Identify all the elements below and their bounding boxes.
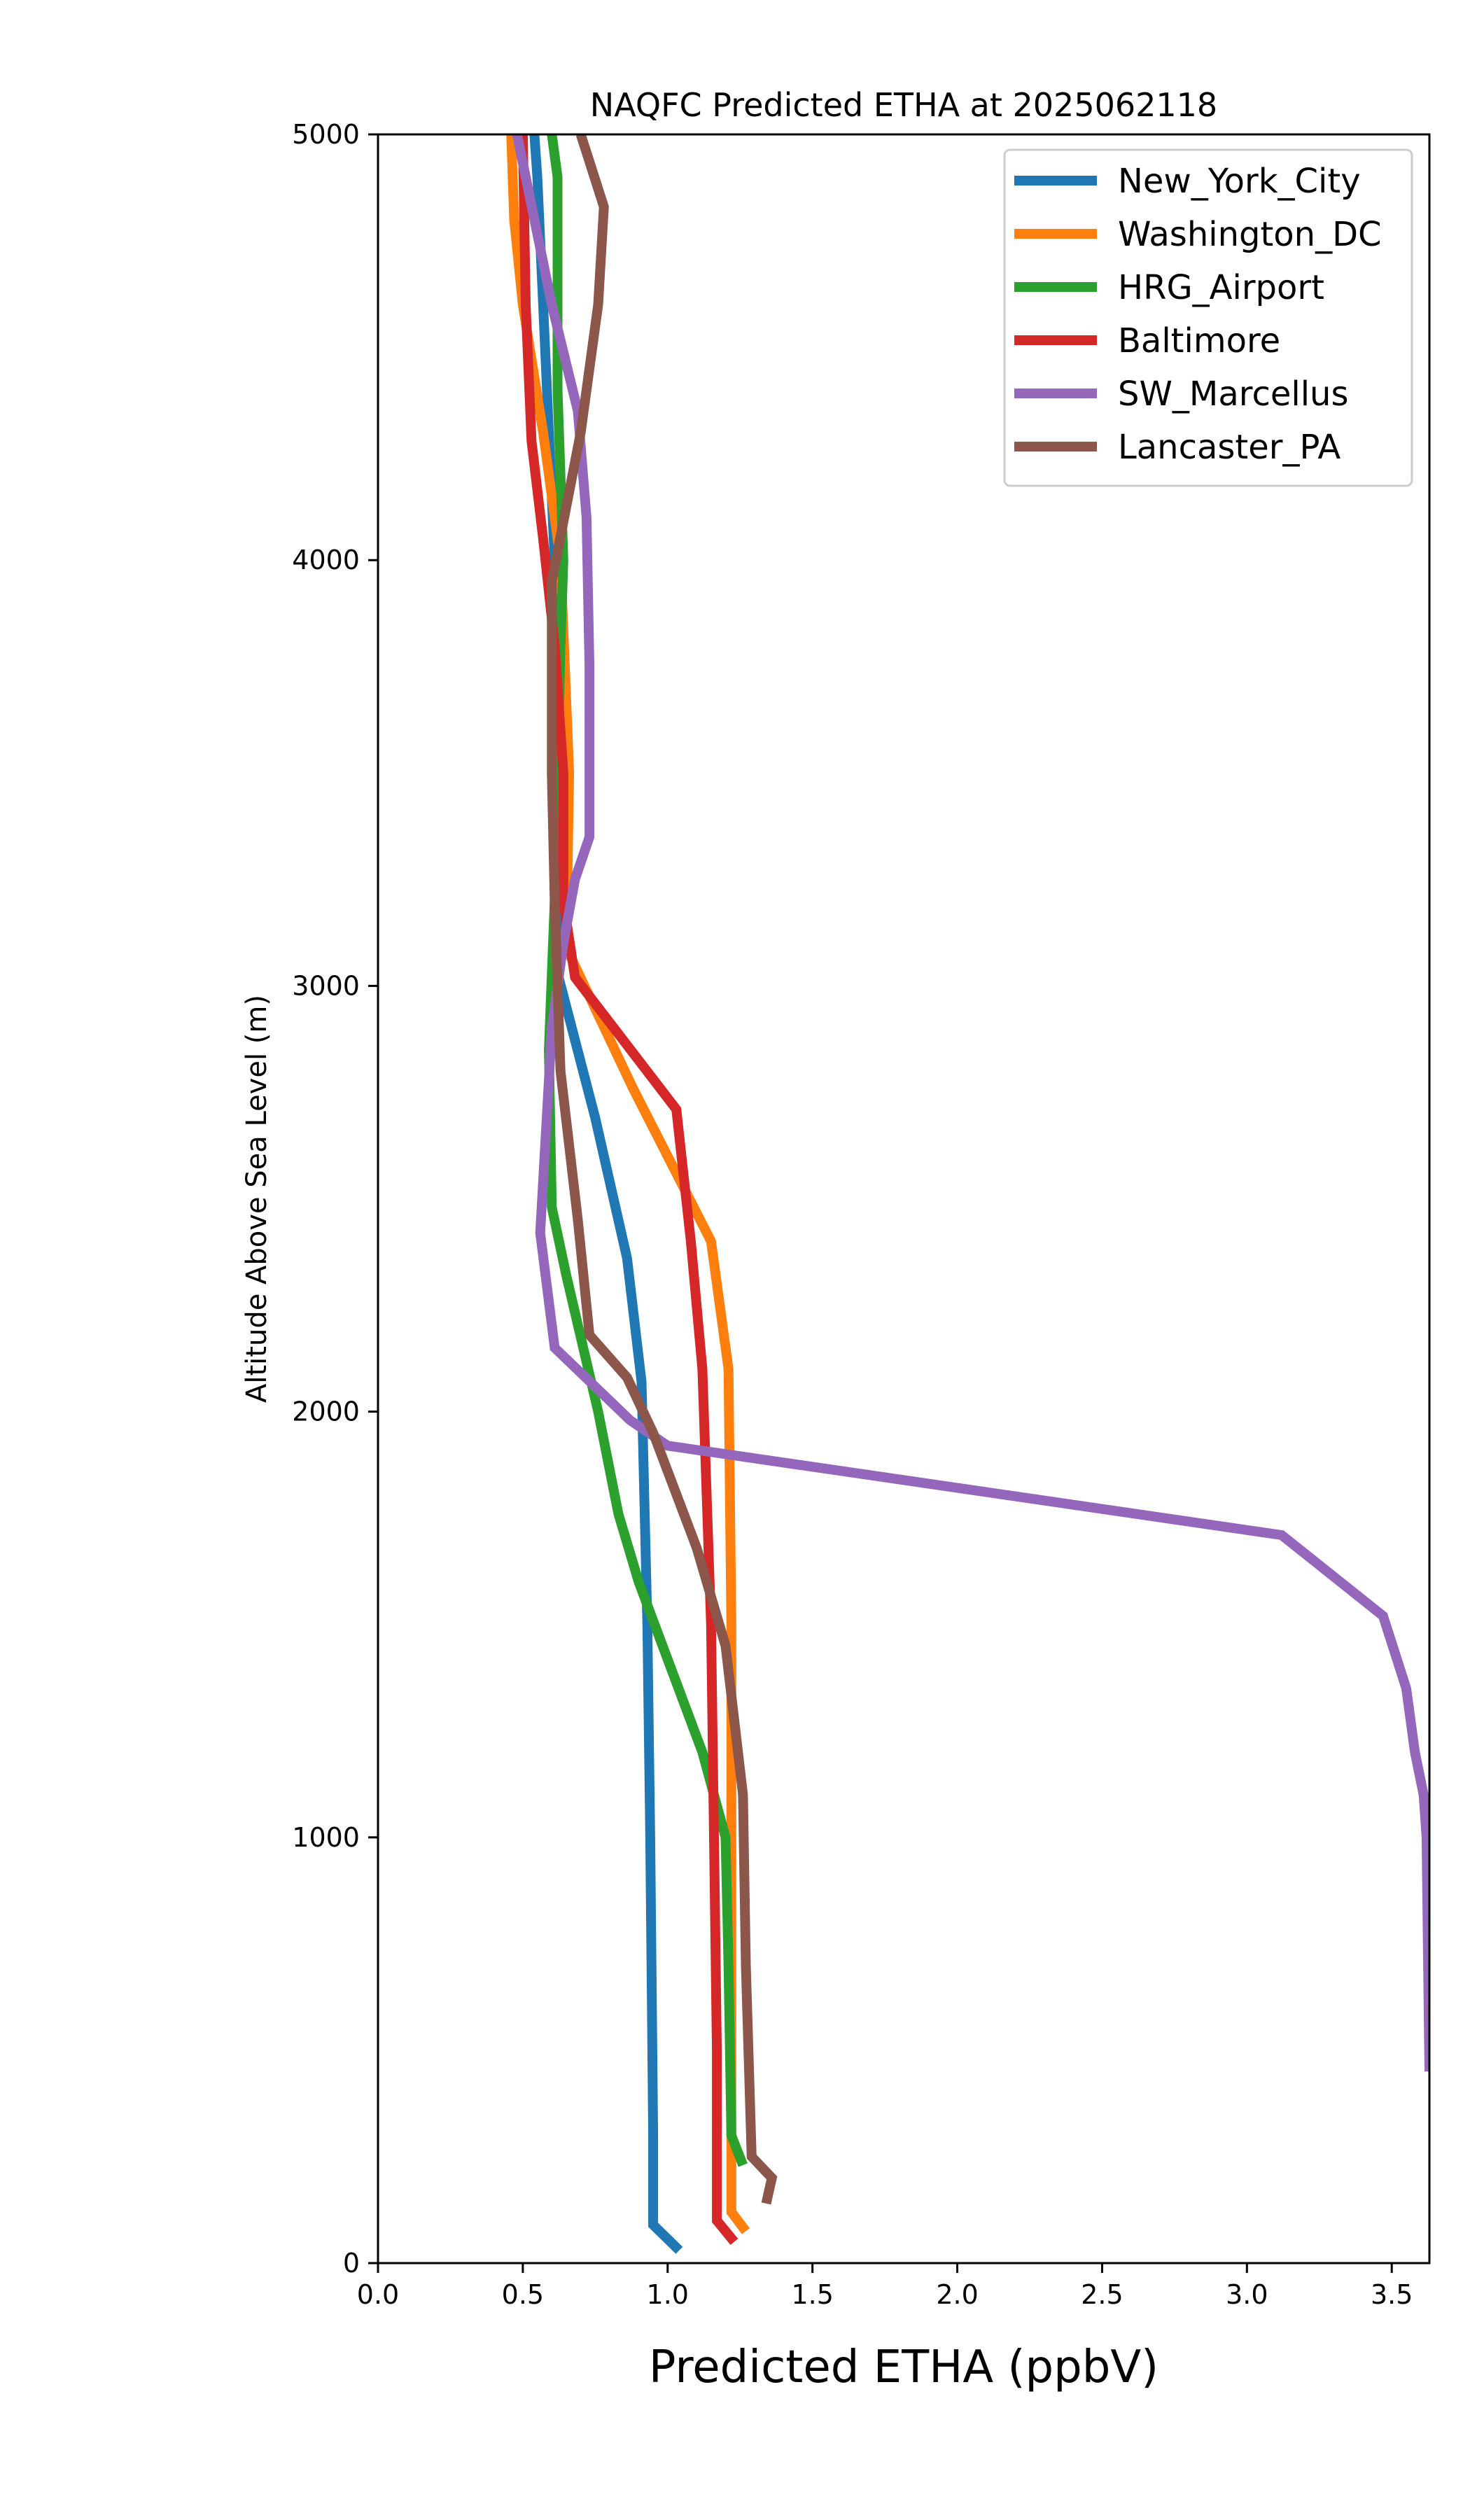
series-line-lancaster-pa: [547, 134, 778, 2205]
y-tick-label: 2000: [292, 1396, 360, 1427]
legend-label: Baltimore: [1118, 321, 1280, 360]
x-axis-ticks: 0.0 0.5 1.0 1.5 2.0 2.5 3.0 3.5: [357, 2263, 1413, 2310]
legend-label: HRG_Airport: [1118, 268, 1324, 307]
series-line-new-york-city: [529, 134, 683, 2254]
series-line-baltimore: [517, 134, 738, 2246]
legend-label: SW_Marcellus: [1118, 374, 1348, 414]
legend: New_York_City Washington_DC HRG_Airport Bal…: [1003, 148, 1413, 487]
y-tick-label: 0: [343, 2248, 360, 2278]
chart-title: NAQFC Predicted ETHA at 2025062118: [590, 86, 1217, 124]
y-axis-ticks: 0 1000 2000 3000 4000 5000: [292, 119, 378, 2278]
x-tick-label: 1.5: [791, 2279, 833, 2310]
legend-label: New_York_City: [1118, 162, 1361, 201]
y-tick-label: 3000: [292, 970, 360, 1001]
plot-frame: [377, 133, 1431, 2264]
x-tick-label: 1.0: [647, 2279, 689, 2310]
legend-box: [1003, 148, 1413, 487]
x-tick-label: 2.5: [1081, 2279, 1123, 2310]
x-tick-label: 0.0: [357, 2279, 399, 2310]
x-tick-label: 3.0: [1226, 2279, 1268, 2310]
legend-label: Washington_DC: [1118, 215, 1382, 254]
x-tick-label: 0.5: [502, 2279, 544, 2310]
y-tick-label: 4000: [292, 545, 360, 575]
x-axis-label: Predicted ETHA (ppbV): [649, 2342, 1158, 2393]
legend-label: Lancaster_PA: [1118, 428, 1340, 467]
series-layer: [506, 134, 1429, 2254]
x-tick-label: 3.5: [1371, 2279, 1413, 2310]
y-axis-label: Altitude Above Sea Level (m): [241, 995, 273, 1403]
x-tick-label: 2.0: [936, 2279, 978, 2310]
y-tick-label: 5000: [292, 119, 360, 150]
y-tick-label: 1000: [292, 1822, 360, 1853]
